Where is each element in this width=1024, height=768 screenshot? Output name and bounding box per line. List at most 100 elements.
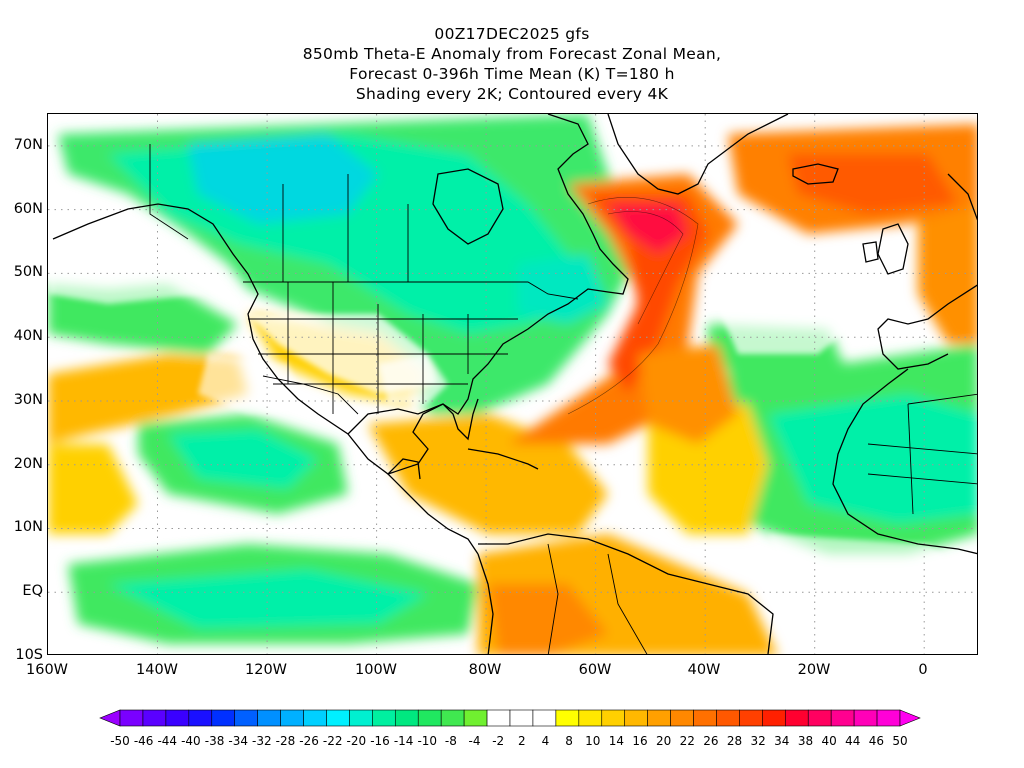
colorbar-box <box>211 709 236 727</box>
lat-label-70n: 70N <box>13 137 43 153</box>
colorbar-box <box>509 709 534 727</box>
colorbar-tick-label: -8 <box>445 734 457 748</box>
colorbar-box <box>739 709 763 727</box>
colorbar-tick-label: 16 <box>632 734 647 748</box>
colorbar-tick-label: 40 <box>821 734 836 748</box>
colorbar-box <box>142 709 167 727</box>
colorbar-tick-label: -14 <box>394 734 414 748</box>
coastlines <box>52 114 977 654</box>
colorbar-tick-label: 44 <box>845 734 860 748</box>
colorbar-box <box>762 709 786 727</box>
colorbar-tick-label: -34 <box>228 734 248 748</box>
lat-label-30n: 30N <box>13 392 43 408</box>
colorbar-tick-label: 34 <box>774 734 789 748</box>
colorbar-labels: -50 -46 -44 -40 -38 -34 -32 -28 -26 -22 -20 -16 -14-… <box>110 734 907 748</box>
lat-label-40n: 40N <box>13 328 43 344</box>
colorbar-tick-label: 38 <box>798 734 813 748</box>
colorbar-box <box>647 709 671 727</box>
colorbar-box <box>624 709 648 727</box>
map-panel <box>47 113 978 655</box>
lat-label-60n: 60N <box>13 201 43 217</box>
colorbar-tick-label: -32 <box>252 734 272 748</box>
colorbar-box <box>372 709 396 727</box>
colorbar-tick-label: 32 <box>751 734 766 748</box>
colorbar-tick-label: -20 <box>347 734 367 748</box>
colorbar-tick-label: 2 <box>518 734 526 748</box>
colorbar-box <box>532 709 557 727</box>
colorbar-box <box>234 709 258 727</box>
lat-label-20n: 20N <box>13 456 43 472</box>
colorbar-box <box>486 709 511 727</box>
colorbar-tick-label: 46 <box>869 734 884 748</box>
lat-label-10s: 10S <box>15 647 43 663</box>
lon-label-140w: 140W <box>135 662 179 678</box>
colorbar-box <box>188 709 213 727</box>
anomaly-map <box>48 114 977 654</box>
lat-label-50n: 50N <box>13 264 43 280</box>
colorbar-tick-label: 20 <box>656 734 671 748</box>
colorbar-box <box>394 709 419 727</box>
colorbar-boxes <box>99 709 921 727</box>
anomaly-contours <box>567 197 699 415</box>
colorbar-left-arrow <box>99 709 121 727</box>
title-line-1: 00Z17DEC2025 gfs <box>434 25 590 43</box>
lon-label-20w: 20W <box>797 662 831 678</box>
neutral-regions <box>48 254 977 634</box>
lon-label-0: 0 <box>918 662 928 678</box>
colorbar-tick-label: 10 <box>585 734 600 748</box>
colorbar-box <box>257 709 281 727</box>
lon-label-160w: 160W <box>25 662 69 678</box>
colorbar-tick-label: -4 <box>469 734 481 748</box>
colorbar-tick-label: -26 <box>299 734 319 748</box>
colorbar-box <box>555 709 580 727</box>
colorbar-box <box>326 709 350 727</box>
colorbar-box <box>165 709 190 727</box>
colorbar-box <box>830 709 855 727</box>
colorbar-tick-label: -2 <box>492 734 504 748</box>
colorbar-tick-label: -40 <box>181 734 201 748</box>
colorbar-tick-label: 50 <box>892 734 907 748</box>
colorbar-box <box>463 709 488 727</box>
colorbar-tick-label: 4 <box>542 734 550 748</box>
title-line-3: Forecast 0-396h Time Mean (K) T=180 h <box>349 65 675 83</box>
colorbar-right-arrow <box>899 709 921 727</box>
colorbar-tick-label: -38 <box>205 734 225 748</box>
colorbar: -50 -46 -44 -40 -38 -34 -32 -28 -26 -22 -20 -16 -14-… <box>99 709 921 748</box>
colorbar-tick-label: -50 <box>110 734 130 748</box>
title-line-4: Shading every 2K; Contoured every 4K <box>355 85 669 103</box>
colorbar-box <box>716 709 740 727</box>
lat-label-10n: 10N <box>13 519 43 535</box>
colorbar-box <box>578 709 603 727</box>
colorbar-box <box>440 709 465 727</box>
colorbar-tick-label: -16 <box>370 734 390 748</box>
lon-label-80w: 80W <box>468 662 502 678</box>
colorbar-box <box>417 709 442 727</box>
lon-label-60w: 60W <box>578 662 612 678</box>
colorbar-tick-label: -10 <box>417 734 437 748</box>
colorbar-box <box>601 709 626 727</box>
colorbar-box <box>807 709 832 727</box>
lon-label-100w: 100W <box>354 662 398 678</box>
colorbar-tick-label: 8 <box>565 734 573 748</box>
colorbar-tick-label: 26 <box>703 734 718 748</box>
colorbar-box <box>349 709 373 727</box>
lon-label-120w: 120W <box>244 662 288 678</box>
colorbar-tick-label: 22 <box>680 734 695 748</box>
colorbar-tick-label: -28 <box>276 734 296 748</box>
colorbar-box <box>853 709 878 727</box>
colorbar-tick-label: 28 <box>727 734 742 748</box>
colorbar-box <box>280 709 304 727</box>
colorbar-box <box>303 709 327 727</box>
title-line-2: 850mb Theta-E Anomaly from Forecast Zona… <box>302 45 722 63</box>
title-block: 00Z17DEC2025 gfs 850mb Theta-E Anomaly f… <box>0 24 1024 104</box>
political-borders <box>149 144 977 654</box>
colorbar-tick-label: -44 <box>157 734 177 748</box>
colorbar-box <box>784 709 809 727</box>
lat-label-eq: EQ <box>22 583 43 599</box>
colorbar-tick-label: 14 <box>609 734 624 748</box>
colorbar-box <box>876 709 901 727</box>
colorbar-tick-label: -46 <box>134 734 154 748</box>
colorbar-tick-label: -22 <box>323 734 343 748</box>
colorbar-box <box>119 709 144 727</box>
lon-label-40w: 40W <box>687 662 721 678</box>
